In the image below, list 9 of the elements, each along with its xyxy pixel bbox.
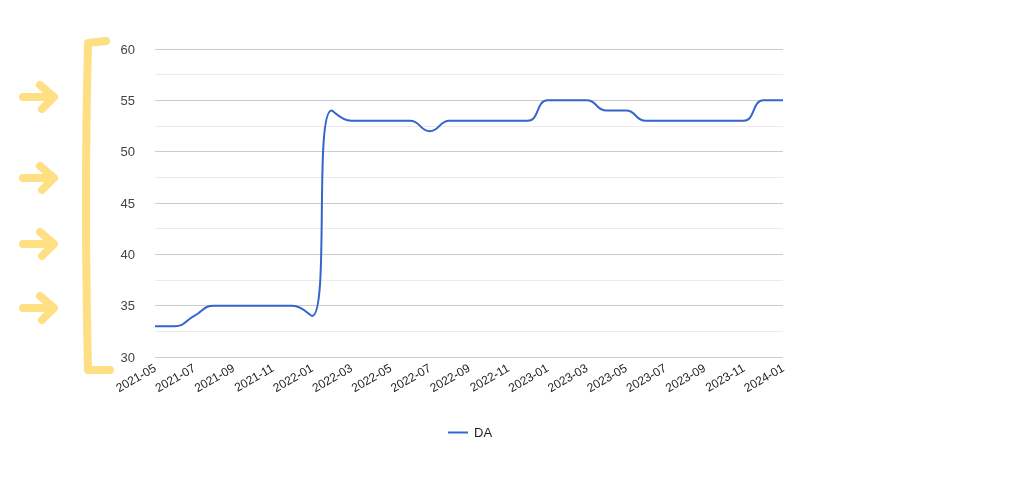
legend-label: DA [474, 425, 493, 440]
y-tick-label: 35 [120, 298, 135, 314]
line-series [154, 99, 784, 328]
y-tick-label: 45 [120, 195, 135, 211]
y-tick-label: 40 [120, 246, 135, 262]
y-tick-label: 50 [120, 144, 135, 160]
y-tick-label: 60 [120, 41, 135, 57]
y-tick-label: 55 [120, 92, 135, 108]
y-tick-label: 30 [120, 349, 135, 365]
